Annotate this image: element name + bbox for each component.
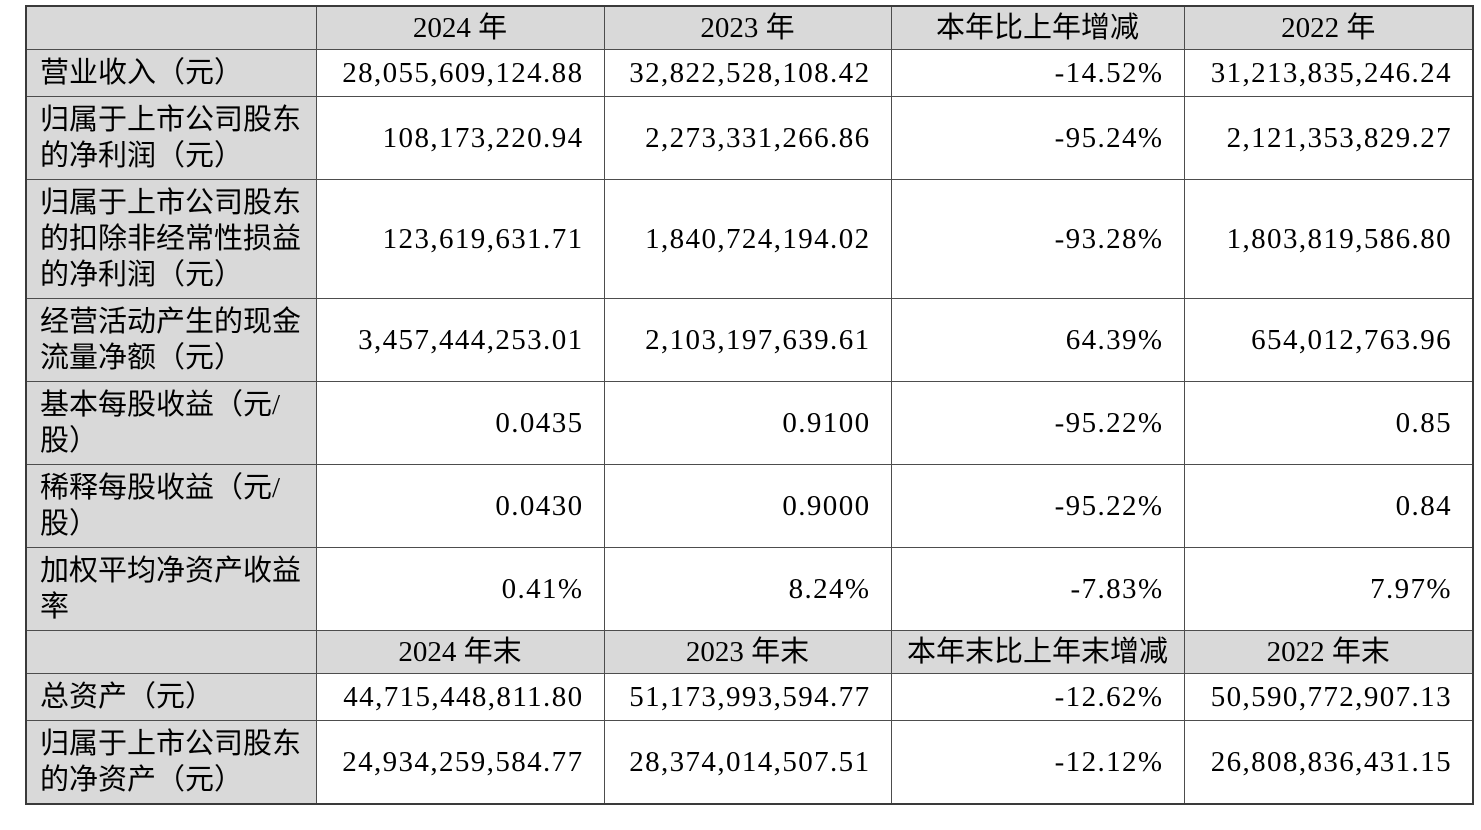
value-cell: 1,840,724,194.02 (603, 179, 892, 299)
table-row: 归属于上市公司股东 的净资产（元） 24,934,259,584.77 28,374… (25, 720, 1474, 805)
value-cell: 0.9100 (603, 381, 892, 465)
row-label-cell: 营业收入（元） (25, 49, 317, 97)
value-cell: -12.62% (890, 673, 1185, 721)
row-label-cell: 总资产（元） (25, 673, 317, 721)
value-cell: 0.9000 (603, 464, 892, 548)
value-cell: -14.52% (890, 49, 1185, 97)
value-cell: 1,803,819,586.80 (1183, 179, 1474, 299)
value-cell: -7.83% (890, 547, 1185, 631)
year-header-cell: 2023 年 (603, 5, 892, 50)
row-label-cell: 归属于上市公司股东 的净利润（元） (25, 96, 317, 180)
value-cell: -95.24% (890, 96, 1185, 180)
value-cell: 0.84 (1183, 464, 1474, 548)
year-header-row: 2024 年末 2023 年末 本年末比上年末增减 2022 年末 (25, 630, 1474, 674)
value-cell: -93.28% (890, 179, 1185, 299)
table-row: 归属于上市公司股东 的净利润（元） 108,173,220.94 2,273,331… (25, 96, 1474, 180)
value-cell: 2,103,197,639.61 (603, 298, 892, 382)
value-cell: 0.0430 (315, 464, 605, 548)
row-label-cell: 经营活动产生的现金 流量净额（元） (25, 298, 317, 382)
corner-header-cell (25, 5, 317, 50)
row-label-cell: 归属于上市公司股东 的扣除非经常性损益 的净利润（元） (25, 179, 317, 299)
key-financials-table: 2024 年 2023 年本年比上年增减 2022 年营业收入（元） 28,055,6… (25, 5, 1474, 805)
value-cell: 50,590,772,907.13 (1183, 673, 1474, 721)
value-cell: 7.97% (1183, 547, 1474, 631)
value-cell: 24,934,259,584.77 (315, 720, 605, 805)
value-cell: 3,457,444,253.01 (315, 298, 605, 382)
year-header-cell: 2024 年 (315, 5, 605, 50)
year-header-cell: 本年末比上年末增减 (890, 630, 1185, 674)
value-cell: 26,808,836,431.15 (1183, 720, 1474, 805)
year-header-cell: 本年比上年增减 (890, 5, 1185, 50)
value-cell: 123,619,631.71 (315, 179, 605, 299)
value-cell: 2,273,331,266.86 (603, 96, 892, 180)
value-cell: 32,822,528,108.42 (603, 49, 892, 97)
year-header-cell: 2022 年 (1183, 5, 1474, 50)
row-label-cell: 基本每股收益（元/ 股） (25, 381, 317, 465)
value-cell: 64.39% (890, 298, 1185, 382)
value-cell: 108,173,220.94 (315, 96, 605, 180)
table-row: 经营活动产生的现金 流量净额（元） 3,457,444,253.01 2,103,1… (25, 298, 1474, 382)
value-cell: 44,715,448,811.80 (315, 673, 605, 721)
value-cell: -95.22% (890, 381, 1185, 465)
value-cell: 0.0435 (315, 381, 605, 465)
row-label-cell: 稀释每股收益（元/ 股） (25, 464, 317, 548)
value-cell: 0.41% (315, 547, 605, 631)
value-cell: 8.24% (603, 547, 892, 631)
value-cell: -95.22% (890, 464, 1185, 548)
value-cell: 2,121,353,829.27 (1183, 96, 1474, 180)
value-cell: 28,374,014,507.51 (603, 720, 892, 805)
value-cell: -12.12% (890, 720, 1185, 805)
table-row: 总资产（元） 44,715,448,811.80 51,173,993,594.77… (25, 673, 1474, 721)
year-header-cell: 2023 年末 (603, 630, 892, 674)
table-body: 2024 年 2023 年本年比上年增减 2022 年营业收入（元） 28,055,6… (25, 5, 1474, 805)
financial-summary-table: 2024 年 2023 年本年比上年增减 2022 年营业收入（元） 28,055,6… (25, 5, 1474, 805)
year-header-row: 2024 年 2023 年本年比上年增减 2022 年 (25, 5, 1474, 50)
table-row: 归属于上市公司股东 的扣除非经常性损益 的净利润（元） 123,619,631.7… (25, 179, 1474, 299)
year-header-cell: 2022 年末 (1183, 630, 1474, 674)
row-label-cell: 加权平均净资产收益 率 (25, 547, 317, 631)
value-cell: 51,173,993,594.77 (603, 673, 892, 721)
value-cell: 31,213,835,246.24 (1183, 49, 1474, 97)
table-row: 营业收入（元） 28,055,609,124.88 32,822,528,108.4… (25, 49, 1474, 97)
value-cell: 654,012,763.96 (1183, 298, 1474, 382)
corner-header-cell (25, 630, 317, 674)
table-row: 稀释每股收益（元/ 股） 0.0430 0.9000 -95.22% 0.84 (25, 464, 1474, 548)
value-cell: 28,055,609,124.88 (315, 49, 605, 97)
value-cell: 0.85 (1183, 381, 1474, 465)
row-label-cell: 归属于上市公司股东 的净资产（元） (25, 720, 317, 805)
table-row: 基本每股收益（元/ 股） 0.0435 0.9100 -95.22% 0.85 (25, 381, 1474, 465)
year-header-cell: 2024 年末 (315, 630, 605, 674)
table-row: 加权平均净资产收益 率 0.41% 8.24% -7.83% 7.97% (25, 547, 1474, 631)
